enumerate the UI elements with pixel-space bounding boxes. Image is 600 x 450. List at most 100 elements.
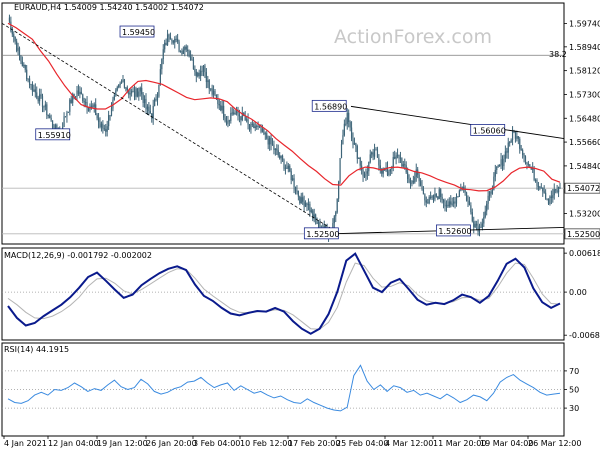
candle-body <box>290 171 292 181</box>
candle-body <box>547 199 550 204</box>
candle-body <box>36 92 38 98</box>
candle-body <box>497 165 499 167</box>
candle-body <box>247 119 249 125</box>
rsi-tick-label: 30 <box>569 404 579 413</box>
candle-body <box>458 190 460 197</box>
candle-body <box>258 126 261 128</box>
candle-body <box>132 91 134 93</box>
candle-body <box>460 189 462 191</box>
macd-title: MACD(12,26,9) -0.001792 -0.002002 <box>4 251 152 260</box>
candle-body <box>444 202 446 207</box>
time-tick-label: 17 Feb 20:00 <box>288 439 340 448</box>
candle-body <box>161 59 163 70</box>
candle-body <box>368 162 370 172</box>
candle-body <box>536 180 538 186</box>
candle-body <box>115 90 117 96</box>
candle-body <box>143 98 146 103</box>
pane-frame-2 <box>1 247 565 341</box>
candle-body <box>407 172 409 179</box>
candle-body <box>284 167 287 169</box>
candle-body <box>217 98 219 105</box>
candle-body <box>350 127 353 139</box>
candle-body <box>286 167 288 169</box>
candle-body <box>194 69 196 72</box>
candle-body <box>279 155 281 159</box>
candle-body <box>172 40 174 43</box>
candle-body <box>338 181 340 199</box>
candle-body <box>315 214 317 220</box>
candle-body <box>557 187 560 193</box>
candle-body <box>415 169 417 177</box>
symbol-header: EURAUD,H4 1.54009 1.54240 1.54002 1.5407… <box>14 3 204 12</box>
candle-body <box>97 118 100 123</box>
candle-body <box>184 46 186 51</box>
candle-body <box>529 164 531 167</box>
candle-body <box>484 211 486 217</box>
candle-body <box>401 158 403 167</box>
candle-body <box>251 123 253 125</box>
price-tick-label: 1.52500 <box>567 230 600 239</box>
candle-body <box>379 165 381 169</box>
candle-body <box>105 129 107 132</box>
candle-body <box>422 189 425 195</box>
candle-body <box>99 122 101 128</box>
candle-body <box>93 104 95 107</box>
candle-body <box>461 187 463 190</box>
time-tick-label: 19 Jan 12:00 <box>97 439 148 448</box>
candle-body <box>146 106 149 110</box>
candle-body <box>375 149 377 151</box>
candle-body <box>162 49 164 60</box>
candle-body <box>349 121 351 128</box>
candle-body <box>427 202 429 204</box>
candle-body <box>168 34 170 37</box>
candle-body <box>534 179 537 181</box>
level-label-box <box>35 128 71 141</box>
candle-body <box>110 108 113 116</box>
macd-tick-label: 0.006184 <box>569 249 600 258</box>
candle-body <box>253 123 255 128</box>
candle-body <box>381 168 383 174</box>
support-price-tag <box>564 228 600 240</box>
candle-body <box>540 187 542 189</box>
candle-body <box>373 149 376 157</box>
candle-body <box>539 186 541 189</box>
candle-body <box>312 210 314 219</box>
candle-body <box>488 191 491 196</box>
candle-body <box>280 155 282 159</box>
candle-body <box>120 81 123 84</box>
candle-body <box>56 125 58 132</box>
candle-body <box>11 30 13 35</box>
candle-body <box>155 99 157 101</box>
candle-body <box>166 34 169 45</box>
candle-body <box>523 154 525 157</box>
candle-body <box>555 189 557 191</box>
rsi-tick-label: 70 <box>569 367 579 376</box>
candle-body <box>500 159 502 165</box>
candle-body <box>66 112 68 117</box>
candle-body <box>154 99 156 107</box>
candle-body <box>261 128 264 132</box>
candle-body <box>218 104 220 106</box>
candle-body <box>178 41 180 52</box>
candle-body <box>509 142 511 144</box>
candle-body <box>366 171 368 174</box>
candle-body <box>392 156 394 168</box>
candle-body <box>511 130 514 141</box>
candle-body <box>450 201 452 205</box>
candle-body <box>139 87 141 92</box>
candle-body <box>537 185 540 187</box>
candle-body <box>550 196 552 198</box>
candle-body <box>14 36 16 42</box>
candle-body <box>195 71 197 77</box>
candle-body <box>491 190 494 194</box>
candle-body <box>267 138 269 145</box>
candle-body <box>141 87 143 95</box>
candle-body <box>113 95 115 100</box>
candle-body <box>294 187 297 191</box>
candle-body <box>214 90 216 96</box>
candle-body <box>215 95 218 99</box>
candle-body <box>188 50 190 57</box>
candle-body <box>152 106 154 119</box>
candle-body <box>520 148 522 151</box>
candle-body <box>559 187 561 189</box>
